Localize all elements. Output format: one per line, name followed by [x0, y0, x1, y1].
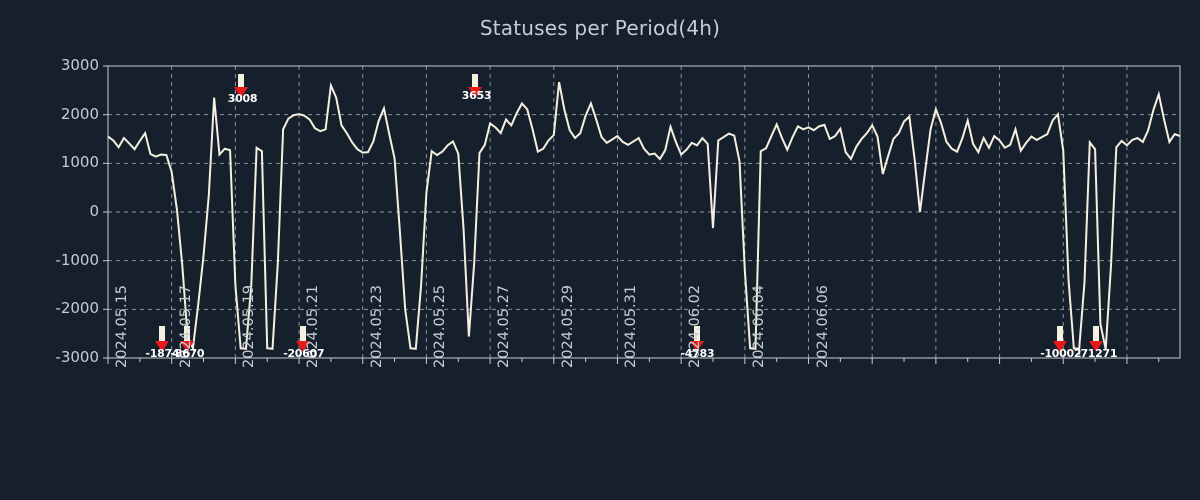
marker-stem [300, 326, 306, 344]
extreme-markers [155, 74, 1103, 352]
extreme-marker-triangle [296, 341, 310, 352]
marker-stem [238, 74, 244, 92]
data-series-line [107, 81, 1181, 352]
extreme-marker-triangle [690, 341, 704, 352]
x-axis-ticks [107, 358, 1160, 364]
annotation-label: -8670 [170, 347, 205, 360]
extreme-marker-triangle [234, 87, 248, 98]
y-tick-label: 1000 [60, 153, 99, 172]
annotation-label: 3653 [461, 89, 492, 102]
y-axis-ticks [103, 65, 108, 359]
x-tick-label: 2024.05.19 [241, 284, 258, 368]
y-tick-label: -2000 [55, 299, 99, 318]
marker-stem [472, 74, 478, 92]
extreme-marker-triangle [155, 341, 169, 352]
x-tick-label: 2024.06.06 [814, 284, 831, 368]
annotation-label: -1874 [145, 347, 180, 360]
x-tick-label: 2024.05.31 [623, 284, 640, 368]
y-tick-label: 2000 [60, 104, 99, 123]
extreme-marker-triangle [180, 341, 194, 352]
annotation-label: -20607 [283, 347, 325, 360]
x-tick-label: 2024.06.04 [750, 284, 767, 368]
marker-stem [694, 326, 700, 344]
x-tick-label: 2024.05.29 [559, 284, 576, 368]
grid-lines [107, 66, 1180, 358]
y-tick-label: 0 [89, 202, 99, 220]
marker-stem [184, 326, 190, 344]
chart-title: Statuses per Period(4h) [479, 16, 721, 40]
x-tick-label: 2024.05.23 [368, 284, 385, 368]
annotation-label: -4783 [680, 347, 715, 360]
y-tick-label: 3000 [60, 56, 99, 74]
y-tick-label: -1000 [55, 250, 99, 269]
x-tick-label: 2024.05.15 [114, 284, 130, 368]
annotation-label: -10002 [1040, 347, 1082, 360]
extreme-marker-triangle [1089, 341, 1103, 352]
x-tick-label: 2024.05.27 [496, 284, 513, 368]
x-tick-label: 2024.05.25 [432, 284, 449, 368]
y-tick-label: -3000 [55, 348, 99, 366]
annotation-label: 3008 [227, 92, 258, 105]
marker-stem [1057, 326, 1063, 344]
annotation-label: -71271 [1076, 347, 1118, 360]
extreme-marker-triangle [468, 87, 482, 98]
extreme-marker-triangle [1053, 341, 1067, 352]
marker-stem [159, 326, 165, 344]
marker-stem [1093, 326, 1099, 344]
